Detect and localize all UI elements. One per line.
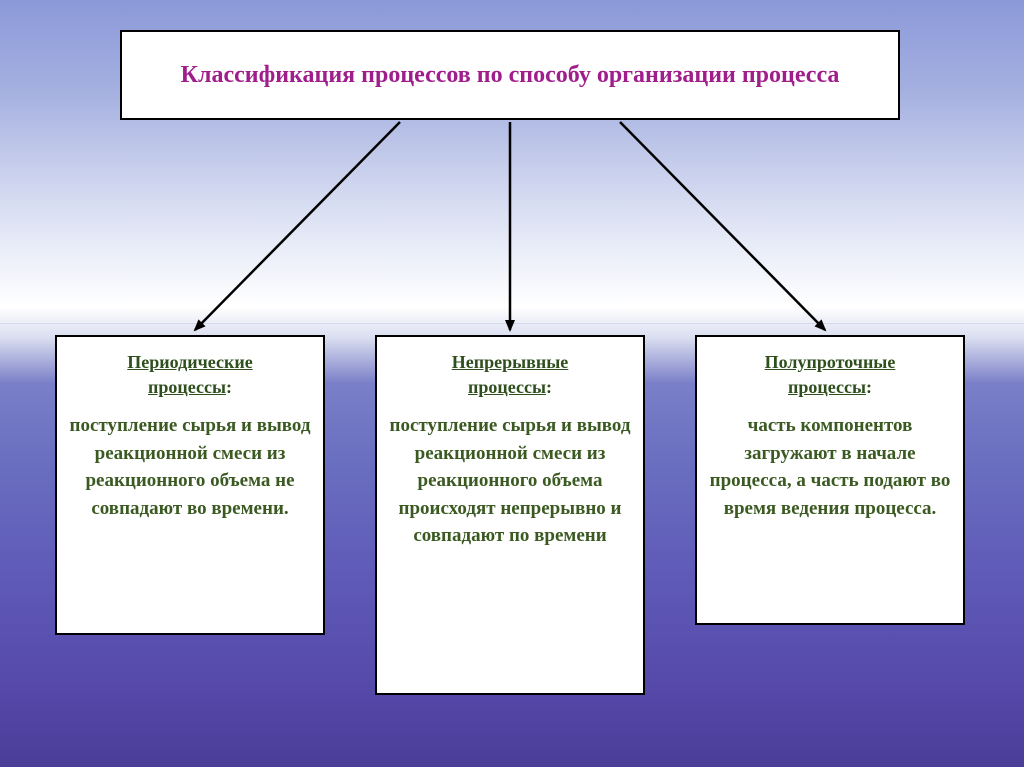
box-body: поступление сырья и вывод реакционной см… <box>387 412 633 550</box>
title-text: Классификация процессов по способу орган… <box>181 60 840 90</box>
box-heading-l1: Непрерывные <box>387 351 633 374</box>
box-heading-colon: : <box>226 377 232 397</box>
box-semiflow: Полупроточные процессы: часть компоненто… <box>695 335 965 625</box>
box-heading-colon: : <box>546 377 552 397</box>
box-periodic: Периодические процессы: поступление сырь… <box>55 335 325 635</box>
box-heading-l2: процессы <box>468 377 546 397</box>
arrow-right <box>620 122 825 330</box>
box-heading-l2-wrap: процессы: <box>707 376 953 399</box>
box-continuous: Непрерывные процессы: поступление сырья … <box>375 335 645 695</box>
title-box: Классификация процессов по способу орган… <box>120 30 900 120</box>
box-heading-l1: Полупроточные <box>707 351 953 374</box>
box-heading-colon: : <box>866 377 872 397</box>
box-heading-l1: Периодические <box>67 351 313 374</box>
arrow-left <box>195 122 400 330</box>
box-body: поступление сырья и вывод реакционной см… <box>67 412 313 522</box>
box-heading-l2: процессы <box>148 377 226 397</box>
box-heading-l2: процессы <box>788 377 866 397</box>
box-heading-l2-wrap: процессы: <box>387 376 633 399</box>
box-heading-l2-wrap: процессы: <box>67 376 313 399</box>
horizon-decoration <box>0 322 1024 324</box>
box-body: часть компонентов загружают в начале про… <box>707 412 953 522</box>
